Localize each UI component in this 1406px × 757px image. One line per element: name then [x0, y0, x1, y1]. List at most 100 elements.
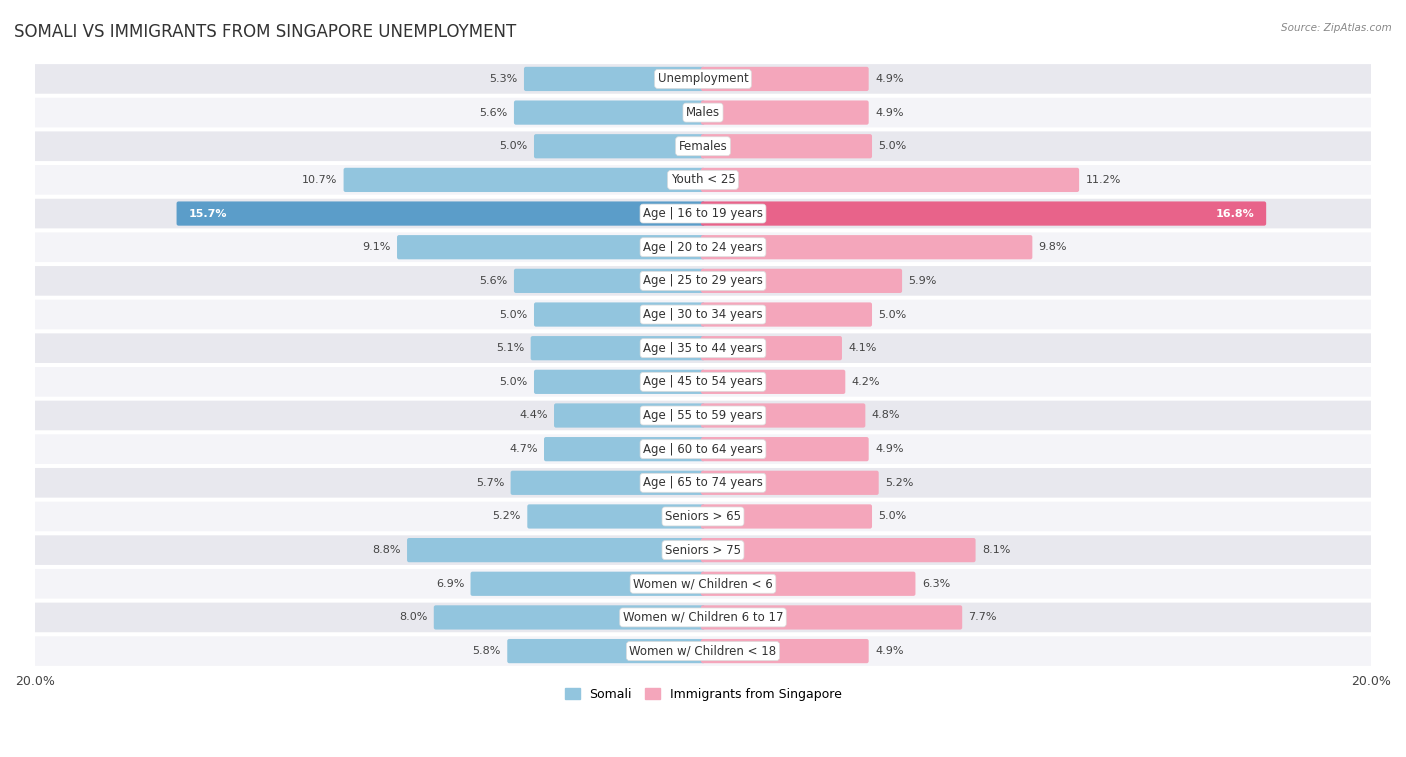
- FancyBboxPatch shape: [510, 471, 704, 495]
- FancyBboxPatch shape: [702, 269, 903, 293]
- Text: 9.1%: 9.1%: [363, 242, 391, 252]
- FancyBboxPatch shape: [34, 569, 1372, 599]
- Text: Age | 16 to 19 years: Age | 16 to 19 years: [643, 207, 763, 220]
- FancyBboxPatch shape: [34, 300, 1372, 329]
- Text: Women w/ Children 6 to 17: Women w/ Children 6 to 17: [623, 611, 783, 624]
- FancyBboxPatch shape: [434, 606, 704, 630]
- Text: 15.7%: 15.7%: [188, 209, 228, 219]
- FancyBboxPatch shape: [702, 67, 869, 91]
- FancyBboxPatch shape: [527, 504, 704, 528]
- FancyBboxPatch shape: [471, 572, 704, 596]
- FancyBboxPatch shape: [702, 369, 845, 394]
- FancyBboxPatch shape: [34, 64, 1372, 94]
- FancyBboxPatch shape: [34, 400, 1372, 430]
- Text: 5.9%: 5.9%: [908, 276, 936, 286]
- Text: 4.7%: 4.7%: [509, 444, 537, 454]
- Text: 5.8%: 5.8%: [472, 646, 501, 656]
- Text: 4.9%: 4.9%: [875, 444, 904, 454]
- Text: 5.2%: 5.2%: [884, 478, 914, 488]
- Text: 5.3%: 5.3%: [489, 74, 517, 84]
- FancyBboxPatch shape: [34, 199, 1372, 229]
- Text: 7.7%: 7.7%: [969, 612, 997, 622]
- FancyBboxPatch shape: [702, 336, 842, 360]
- Text: 8.8%: 8.8%: [373, 545, 401, 555]
- Text: 5.6%: 5.6%: [479, 276, 508, 286]
- Text: 4.9%: 4.9%: [875, 646, 904, 656]
- FancyBboxPatch shape: [34, 468, 1372, 497]
- FancyBboxPatch shape: [34, 435, 1372, 464]
- FancyBboxPatch shape: [702, 639, 869, 663]
- Text: 4.2%: 4.2%: [852, 377, 880, 387]
- FancyBboxPatch shape: [515, 101, 704, 125]
- Text: Seniors > 65: Seniors > 65: [665, 510, 741, 523]
- FancyBboxPatch shape: [702, 504, 872, 528]
- FancyBboxPatch shape: [534, 134, 704, 158]
- Text: Source: ZipAtlas.com: Source: ZipAtlas.com: [1281, 23, 1392, 33]
- FancyBboxPatch shape: [530, 336, 704, 360]
- Text: Age | 35 to 44 years: Age | 35 to 44 years: [643, 341, 763, 355]
- FancyBboxPatch shape: [534, 302, 704, 326]
- Text: 5.0%: 5.0%: [499, 142, 527, 151]
- Text: Age | 25 to 29 years: Age | 25 to 29 years: [643, 274, 763, 288]
- Text: 4.4%: 4.4%: [519, 410, 548, 420]
- FancyBboxPatch shape: [702, 403, 865, 428]
- FancyBboxPatch shape: [34, 502, 1372, 531]
- FancyBboxPatch shape: [396, 235, 704, 260]
- FancyBboxPatch shape: [702, 201, 1267, 226]
- FancyBboxPatch shape: [524, 67, 704, 91]
- Text: 6.9%: 6.9%: [436, 579, 464, 589]
- Text: Age | 20 to 24 years: Age | 20 to 24 years: [643, 241, 763, 254]
- Text: 4.9%: 4.9%: [875, 74, 904, 84]
- Text: Unemployment: Unemployment: [658, 73, 748, 86]
- Text: 5.0%: 5.0%: [879, 142, 907, 151]
- Text: 4.8%: 4.8%: [872, 410, 900, 420]
- FancyBboxPatch shape: [34, 637, 1372, 666]
- Text: Age | 60 to 64 years: Age | 60 to 64 years: [643, 443, 763, 456]
- FancyBboxPatch shape: [515, 269, 704, 293]
- Text: 5.0%: 5.0%: [879, 512, 907, 522]
- FancyBboxPatch shape: [554, 403, 704, 428]
- FancyBboxPatch shape: [34, 266, 1372, 296]
- Text: Age | 45 to 54 years: Age | 45 to 54 years: [643, 375, 763, 388]
- Text: 5.0%: 5.0%: [499, 310, 527, 319]
- Text: 5.2%: 5.2%: [492, 512, 522, 522]
- Text: 5.0%: 5.0%: [879, 310, 907, 319]
- Text: 10.7%: 10.7%: [302, 175, 337, 185]
- FancyBboxPatch shape: [34, 535, 1372, 565]
- FancyBboxPatch shape: [343, 168, 704, 192]
- FancyBboxPatch shape: [34, 333, 1372, 363]
- Text: Age | 30 to 34 years: Age | 30 to 34 years: [643, 308, 763, 321]
- FancyBboxPatch shape: [702, 302, 872, 326]
- FancyBboxPatch shape: [34, 98, 1372, 127]
- FancyBboxPatch shape: [177, 201, 704, 226]
- Text: Youth < 25: Youth < 25: [671, 173, 735, 186]
- FancyBboxPatch shape: [34, 367, 1372, 397]
- Text: 4.1%: 4.1%: [848, 343, 877, 354]
- Text: 5.6%: 5.6%: [479, 107, 508, 117]
- Text: Males: Males: [686, 106, 720, 119]
- FancyBboxPatch shape: [508, 639, 704, 663]
- Text: 11.2%: 11.2%: [1085, 175, 1121, 185]
- Text: Age | 65 to 74 years: Age | 65 to 74 years: [643, 476, 763, 489]
- FancyBboxPatch shape: [702, 572, 915, 596]
- Text: SOMALI VS IMMIGRANTS FROM SINGAPORE UNEMPLOYMENT: SOMALI VS IMMIGRANTS FROM SINGAPORE UNEM…: [14, 23, 516, 41]
- FancyBboxPatch shape: [34, 232, 1372, 262]
- Text: Women w/ Children < 6: Women w/ Children < 6: [633, 578, 773, 590]
- Text: Women w/ Children < 18: Women w/ Children < 18: [630, 645, 776, 658]
- Text: 8.0%: 8.0%: [399, 612, 427, 622]
- FancyBboxPatch shape: [34, 603, 1372, 632]
- Text: 6.3%: 6.3%: [922, 579, 950, 589]
- Text: Age | 55 to 59 years: Age | 55 to 59 years: [643, 409, 763, 422]
- Legend: Somali, Immigrants from Singapore: Somali, Immigrants from Singapore: [560, 683, 846, 706]
- FancyBboxPatch shape: [702, 235, 1032, 260]
- FancyBboxPatch shape: [702, 606, 962, 630]
- FancyBboxPatch shape: [702, 437, 869, 461]
- FancyBboxPatch shape: [702, 471, 879, 495]
- Text: Seniors > 75: Seniors > 75: [665, 544, 741, 556]
- FancyBboxPatch shape: [534, 369, 704, 394]
- FancyBboxPatch shape: [544, 437, 704, 461]
- Text: 8.1%: 8.1%: [981, 545, 1011, 555]
- Text: 16.8%: 16.8%: [1215, 209, 1254, 219]
- FancyBboxPatch shape: [34, 165, 1372, 195]
- FancyBboxPatch shape: [34, 132, 1372, 161]
